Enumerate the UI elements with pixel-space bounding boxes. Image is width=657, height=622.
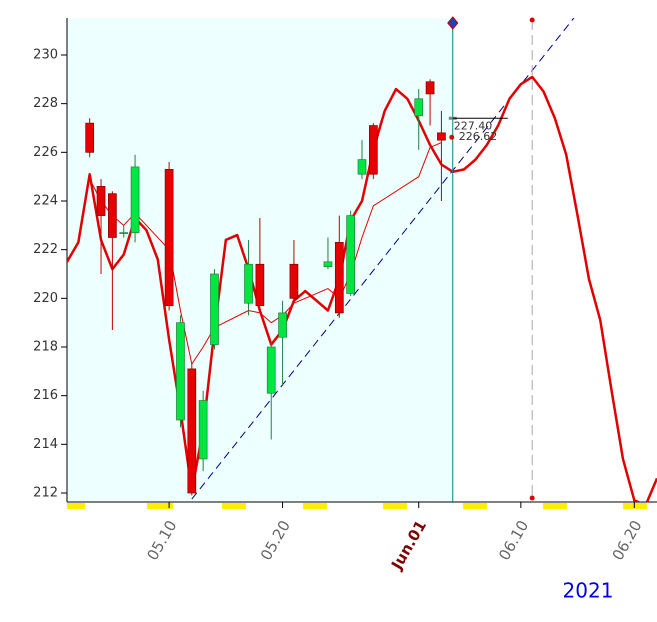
candle-body [176, 322, 185, 421]
candle-body [85, 122, 95, 153]
candle-body [255, 263, 265, 306]
candle-body [289, 263, 299, 299]
y-tick-label: 222 [33, 242, 58, 257]
candle-body [164, 169, 174, 306]
trendline [191, 18, 575, 500]
candle-body [414, 98, 424, 117]
current-date-marker [447, 16, 459, 30]
forecast-top-dot [529, 17, 535, 23]
candle-body [108, 193, 117, 238]
week-markers [67, 503, 647, 509]
candle-body [266, 346, 276, 394]
year-label: 2021 [563, 579, 614, 603]
candle-body [334, 242, 344, 314]
y-tick-label: 228 [33, 96, 58, 111]
x-tick-label: Jun.01 [387, 517, 430, 573]
y-tick-label: 216 [33, 388, 58, 403]
x-tick-label: 05.10 [143, 517, 180, 563]
y-tick-label: 230 [33, 47, 58, 62]
candle-body [210, 273, 219, 345]
candle-body [130, 166, 140, 233]
candle-body [437, 132, 446, 141]
plot-layer [67, 18, 657, 502]
y-tick-label: 220 [33, 291, 58, 306]
price-label: 226.62 [459, 130, 498, 143]
candle-body [323, 261, 333, 268]
candle-body [96, 186, 106, 216]
price-label: 227.40 [454, 119, 493, 132]
candle-body [346, 215, 356, 294]
candle-body [198, 400, 208, 460]
candle-body [244, 263, 253, 304]
candle-body [187, 368, 197, 494]
y-tick-label: 212 [33, 485, 58, 500]
y-tick-label: 214 [33, 437, 58, 452]
candle-body [368, 125, 378, 175]
price-marker [449, 134, 455, 140]
y-tick-label: 218 [33, 339, 58, 354]
candle-body [357, 159, 367, 175]
y-tick-label: 224 [33, 193, 58, 208]
candle-body [425, 81, 435, 95]
y-tick-label: 226 [33, 145, 58, 160]
indicator-line [67, 75, 657, 502]
forecast-bottom-dot [529, 495, 535, 501]
x-tick-label: 06.20 [609, 517, 646, 563]
x-tick-label: 06.10 [495, 517, 532, 563]
x-tick-label: 05.20 [257, 517, 294, 563]
candle-body [278, 312, 287, 338]
candle-body [119, 232, 129, 234]
